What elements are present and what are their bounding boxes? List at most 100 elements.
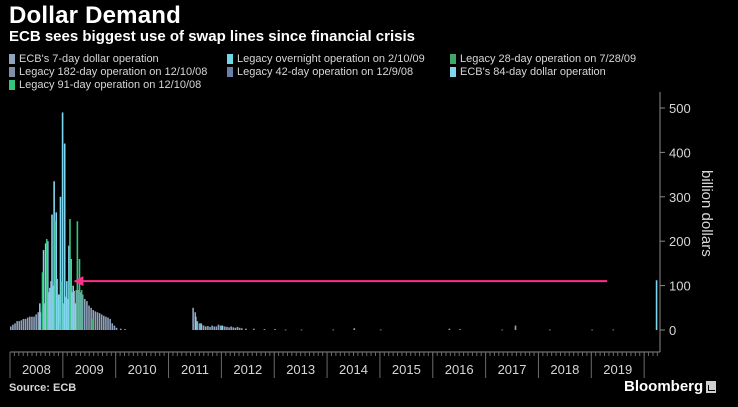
bar-legacy-91-day-operation-on-12-10-08	[60, 281, 63, 330]
bar-ecb-s-7-day-dollar-operation	[58, 294, 61, 330]
bar-ecb-s-7-day-dollar-operation	[10, 326, 12, 330]
bar-ecb-s-7-day-dollar-operation	[12, 324, 14, 330]
legend-label: Legacy 42-day operation on 12/9/08	[237, 66, 414, 78]
bar-ecb-s-7-day-dollar-operation	[353, 328, 356, 330]
brand-name: Bloomberg	[624, 378, 704, 395]
x-tick-label: 2013	[286, 362, 315, 377]
x-tick-label: 2011	[181, 362, 209, 377]
bar-ecb-s-7-day-dollar-operation	[43, 303, 46, 330]
bar-ecb-s-7-day-dollar-operation	[119, 328, 122, 330]
bar-ecb-s-7-day-dollar-operation	[113, 325, 116, 330]
bar-ecb-s-7-day-dollar-operation	[300, 329, 303, 331]
bar-ecb-s-7-day-dollar-operation	[71, 292, 73, 330]
bar-ecb-s-7-day-dollar-operation	[109, 318, 111, 330]
bar-ecb-s-84-day-dollar-operation	[42, 250, 45, 330]
bar-ecb-s-84-day-dollar-operation	[46, 241, 49, 330]
bar-ecb-s-7-day-dollar-operation	[245, 328, 247, 330]
bar-ecb-s-84-day-dollar-operation	[49, 287, 51, 330]
bar-ecb-s-7-day-dollar-operation	[24, 318, 27, 330]
bar-legacy-91-day-operation-on-12-10-08	[78, 258, 81, 330]
bar-ecb-s-84-day-dollar-operation	[194, 316, 197, 330]
bar-ecb-s-84-day-dollar-operation	[61, 112, 64, 330]
bar-ecb-s-7-day-dollar-operation	[253, 328, 255, 330]
legend-label: ECB's 7-day dollar operation	[19, 53, 159, 65]
bar-ecb-s-7-day-dollar-operation	[94, 311, 97, 330]
bar-ecb-s-7-day-dollar-operation	[192, 307, 194, 330]
bar-ecb-s-7-day-dollar-operation	[124, 329, 126, 330]
bar-legacy-91-day-operation-on-12-10-08	[41, 272, 44, 330]
bar-ecb-s-84-day-dollar-operation	[70, 258, 72, 330]
bar-ecb-s-7-day-dollar-operation	[103, 315, 105, 330]
bar-ecb-s-7-day-dollar-operation	[332, 329, 334, 331]
bar-ecb-s-7-day-dollar-operation	[79, 292, 82, 330]
bar-ecb-s-7-day-dollar-operation	[205, 326, 207, 330]
bar-ecb-s-7-day-dollar-operation	[18, 321, 21, 330]
bar-ecb-s-84-day-dollar-operation	[72, 285, 74, 330]
bar-ecb-s-7-day-dollar-operation	[96, 312, 99, 330]
x-tick-label: 2016	[445, 362, 474, 377]
chart-legend: ECB's 7-day dollar operation Legacy over…	[9, 53, 709, 93]
bar-ecb-s-84-day-dollar-operation	[55, 212, 58, 330]
bar-ecb-s-7-day-dollar-operation	[591, 329, 593, 331]
bar-ecb-s-7-day-dollar-operation	[73, 290, 76, 330]
annotation-arrow-head	[73, 276, 84, 287]
bar-ecb-s-84-day-dollar-operation	[39, 303, 41, 330]
x-tick-label: 2008	[22, 362, 51, 377]
legend-label: Legacy overnight operation on 2/10/09	[237, 53, 425, 65]
bar-ecb-s-7-day-dollar-operation	[196, 321, 199, 330]
legend-item: Legacy 91-day operation on 12/10/08	[9, 79, 201, 91]
bar-ecb-s-7-day-dollar-operation	[83, 298, 86, 330]
legend-swatch-legacy-overnight	[227, 54, 233, 64]
bar-ecb-s-7-day-dollar-operation	[26, 317, 29, 330]
bar-ecb-s-7-day-dollar-operation	[230, 326, 232, 330]
bar-ecb-s-7-day-dollar-operation	[22, 318, 25, 330]
bar-ecb-s-84-day-dollar-operation	[221, 325, 223, 330]
bar-ecb-s-7-day-dollar-operation	[198, 323, 201, 330]
y-tick-label: 500	[669, 101, 691, 116]
legend-item: Legacy 28-day operation on 7/28/09	[450, 53, 636, 65]
bar-ecb-s-7-day-dollar-operation	[217, 324, 220, 330]
bar-ecb-s-7-day-dollar-operation	[459, 329, 461, 330]
legend-item: Legacy 182-day operation on 12/10/08	[9, 66, 207, 78]
bar-ecb-s-7-day-dollar-operation	[232, 327, 235, 330]
bar-ecb-s-7-day-dollar-operation	[105, 316, 107, 330]
y-tick-label: 200	[669, 234, 691, 249]
bar-ecb-s-7-day-dollar-operation	[37, 312, 40, 330]
bar-ecb-s-7-day-dollar-operation	[75, 290, 78, 330]
chart-subtitle: ECB sees biggest use of swap lines since…	[9, 28, 415, 45]
bar-ecb-s-7-day-dollar-operation	[81, 294, 84, 330]
bar-ecb-s-7-day-dollar-operation	[234, 327, 237, 330]
bar-ecb-s-7-day-dollar-operation	[33, 316, 35, 330]
bar-ecb-s-7-day-dollar-operation	[612, 329, 615, 331]
legend-item: ECB's 7-day dollar operation	[9, 53, 159, 65]
bar-ecb-s-7-day-dollar-operation	[226, 326, 228, 330]
x-tick-label: 2015	[392, 362, 421, 377]
bar-ecb-s-7-day-dollar-operation	[263, 329, 266, 330]
bar-ecb-s-7-day-dollar-operation	[67, 298, 69, 330]
bar-ecb-s-7-day-dollar-operation	[20, 320, 23, 330]
y-tick-label: 100	[669, 279, 691, 294]
bar-ecb-s-7-day-dollar-operation	[98, 313, 101, 330]
bar-ecb-s-7-day-dollar-operation	[238, 327, 241, 330]
bar-ecb-s-7-day-dollar-operation	[228, 327, 230, 330]
bar-ecb-s-84-day-dollar-operation	[200, 323, 202, 330]
bar-ecb-s-7-day-dollar-operation	[211, 325, 213, 330]
bar-ecb-s-7-day-dollar-operation	[448, 328, 451, 330]
bloomberg-logo: Bloomberg	[624, 378, 717, 395]
bar-ecb-s-7-day-dollar-operation	[240, 328, 243, 330]
bar-ecb-s-84-day-dollar-operation	[66, 281, 68, 330]
legend-swatch-ecb-84-day	[450, 67, 456, 77]
bar-ecb-s-7-day-dollar-operation	[16, 321, 18, 330]
bar-ecb-s-7-day-dollar-operation	[62, 303, 65, 330]
bar-ecb-s-7-day-dollar-operation	[77, 290, 80, 330]
bar-legacy-91-day-operation-on-12-10-08	[45, 238, 48, 330]
bar-ecb-s-84-day-dollar-operation	[655, 280, 658, 330]
bar-ecb-s-84-day-dollar-operation	[51, 214, 53, 330]
bar-ecb-s-84-day-dollar-operation	[59, 196, 62, 330]
bar-ecb-s-7-day-dollar-operation	[14, 323, 16, 330]
bar-legacy-91-day-operation-on-12-10-08	[80, 290, 83, 330]
bar-ecb-s-7-day-dollar-operation	[88, 305, 90, 330]
bar-ecb-s-7-day-dollar-operation	[31, 316, 33, 330]
bar-ecb-s-7-day-dollar-operation	[219, 325, 222, 330]
